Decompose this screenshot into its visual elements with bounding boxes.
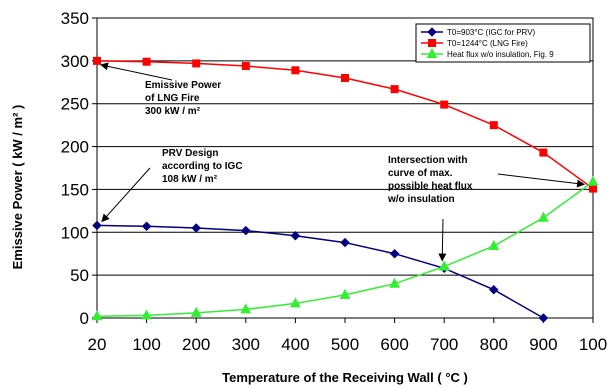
- annotation-text: Intersection with: [388, 155, 467, 166]
- data-point: [340, 237, 350, 248]
- legend-swatch-marker: [427, 27, 437, 37]
- annotation-text: curve of max.: [388, 168, 453, 179]
- series-2: [93, 56, 597, 193]
- data-point: [290, 297, 301, 308]
- x-axis-title: Temperature of the Receiving Wall ( °C ): [222, 370, 468, 385]
- data-point: [291, 66, 300, 75]
- data-point: [488, 239, 500, 250]
- data-point: [589, 184, 597, 193]
- annotation-3: Intersection with curve of max. possible h…: [387, 155, 586, 262]
- y-tick-label: 250: [61, 95, 89, 114]
- data-point: [587, 175, 599, 186]
- legend-label: T0=903°C (IGC for PRV): [447, 28, 536, 37]
- series-3: [91, 175, 599, 321]
- y-tick-label: 300: [61, 52, 89, 71]
- legend-box: [415, 23, 591, 63]
- series-line: [96, 224, 544, 319]
- annotation-text: Emissive Power: [145, 80, 221, 91]
- x-tick-label: 200: [182, 335, 210, 354]
- data-point: [290, 230, 301, 241]
- data-point: [240, 225, 251, 236]
- x-tick-label: 800: [480, 335, 508, 354]
- data-point: [440, 100, 449, 109]
- data-point: [91, 310, 103, 321]
- data-point: [539, 148, 548, 157]
- legend-entry: T0=903°C (IGC for PRV): [421, 27, 536, 37]
- annotation-text: PRV Design: [162, 148, 219, 159]
- x-tick-label: 100: [579, 335, 607, 354]
- axes: 0 50 100 150 200 250 300 350 20 100 200 300 400 500 60…: [61, 9, 608, 354]
- data-point: [92, 220, 102, 231]
- annotation-arrow: [101, 167, 151, 223]
- annotation-text: w/o insulation: [387, 194, 455, 205]
- legend-entry: Heat flux w/o insulation, Fig. 9: [421, 47, 554, 59]
- gridlines: [97, 60, 593, 276]
- annotation-text: possible heat flux: [388, 181, 473, 192]
- data-point: [438, 260, 450, 271]
- data-point: [192, 59, 201, 68]
- annotation-arrow-2: [497, 173, 586, 188]
- annotation-2: PRV Design according to IGC 108 kW / m²: [101, 148, 243, 223]
- x-tick-label: 700: [430, 335, 458, 354]
- x-tick-label: 500: [331, 335, 359, 354]
- annotations: Emissive Power of LNG Fire 300 kW / m² PRV …: [100, 62, 586, 262]
- data-point: [93, 56, 101, 65]
- data-point: [489, 121, 498, 130]
- y-tick-label: 50: [70, 266, 89, 285]
- legend: T0=903°C (IGC for PRV) T0=1244°C (LNG Fir…: [415, 23, 591, 63]
- annotation-text: of LNG Fire: [145, 93, 200, 104]
- x-tick-label: 100: [132, 335, 160, 354]
- data-point: [339, 288, 351, 299]
- annotation-arrow: [438, 218, 447, 262]
- series-1: [92, 220, 549, 323]
- y-axis-title: Emissive Power ( kW / m² ): [10, 105, 25, 270]
- data-point: [142, 57, 151, 66]
- data-point: [538, 313, 549, 323]
- data-point: [141, 309, 152, 320]
- legend-entry: T0=1244°C (LNG Fire): [421, 39, 528, 48]
- annotation-1: Emissive Power of LNG Fire 300 kW / m²: [100, 62, 221, 117]
- data-point: [389, 248, 400, 259]
- data-point: [341, 74, 349, 82]
- annotation-text: according to IGC: [162, 161, 243, 172]
- x-tick-label: 300: [232, 335, 260, 354]
- x-tick-label: 400: [281, 335, 309, 354]
- annotation-arrow: [100, 62, 173, 81]
- legend-swatch-marker: [428, 39, 436, 47]
- data-point: [538, 211, 549, 222]
- legend-swatch-marker: [426, 47, 438, 58]
- y-tick-label: 150: [61, 180, 89, 199]
- y-tick-label: 0: [80, 309, 89, 328]
- data-point: [240, 303, 252, 314]
- annotation-text: 108 kW / m²: [162, 174, 218, 185]
- data-point: [389, 277, 400, 288]
- y-tick-label: 100: [61, 223, 89, 242]
- x-tick-label: 20: [88, 335, 107, 354]
- legend-label: T0=1244°C (LNG Fire): [447, 39, 528, 48]
- y-tick-label: 350: [61, 9, 89, 28]
- data-point: [488, 284, 499, 295]
- annotation-text: 300 kW / m²: [145, 106, 201, 117]
- x-tick-label: 900: [529, 335, 557, 354]
- legend-label: Heat flux w/o insulation, Fig. 9: [447, 50, 554, 59]
- data-point: [190, 306, 202, 317]
- data-point: [191, 223, 202, 233]
- series-group: [91, 56, 599, 323]
- y-tick-label: 200: [61, 138, 89, 157]
- data-point: [241, 62, 250, 70]
- data-point: [141, 221, 152, 232]
- x-tick-label: 600: [380, 335, 408, 354]
- data-point: [390, 85, 399, 94]
